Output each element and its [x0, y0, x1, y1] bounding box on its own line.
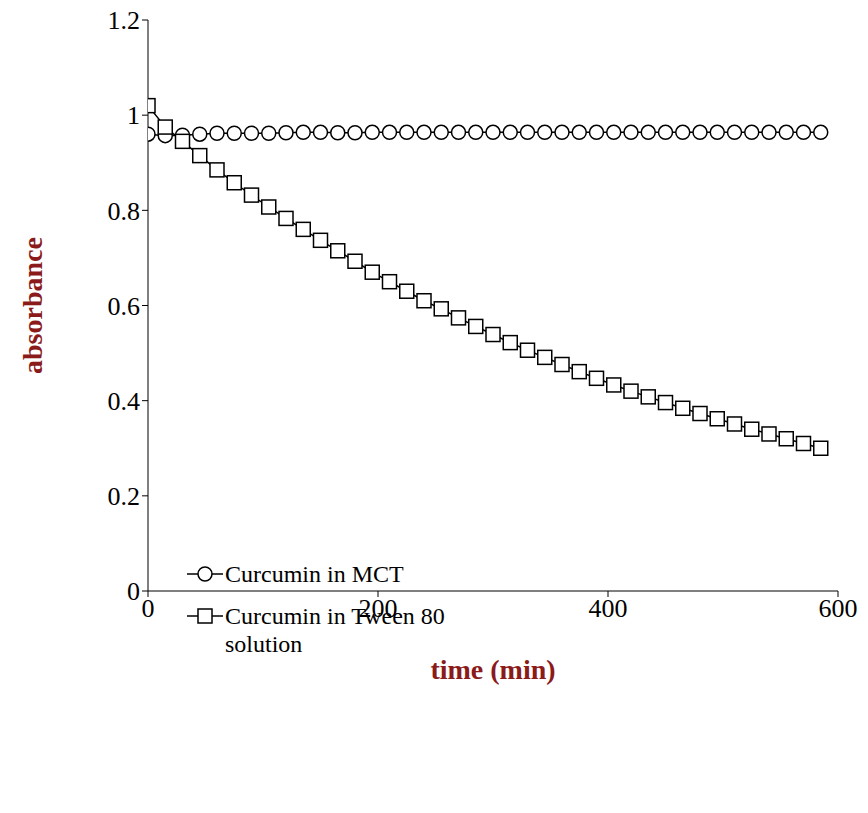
svg-text:1.2: 1.2: [108, 6, 141, 35]
svg-text:0.6: 0.6: [108, 292, 141, 321]
svg-text:200: 200: [359, 594, 398, 623]
svg-text:0.2: 0.2: [108, 482, 141, 511]
svg-text:1: 1: [127, 101, 140, 130]
svg-text:absorbance: absorbance: [17, 237, 48, 374]
svg-text:0: 0: [142, 594, 155, 623]
svg-text:400: 400: [589, 594, 628, 623]
svg-text:600: 600: [819, 594, 858, 623]
svg-text:0.4: 0.4: [108, 387, 141, 416]
svg-text:0: 0: [127, 577, 140, 606]
svg-text:0.8: 0.8: [108, 197, 141, 226]
svg-text:time (min): time (min): [430, 654, 555, 685]
